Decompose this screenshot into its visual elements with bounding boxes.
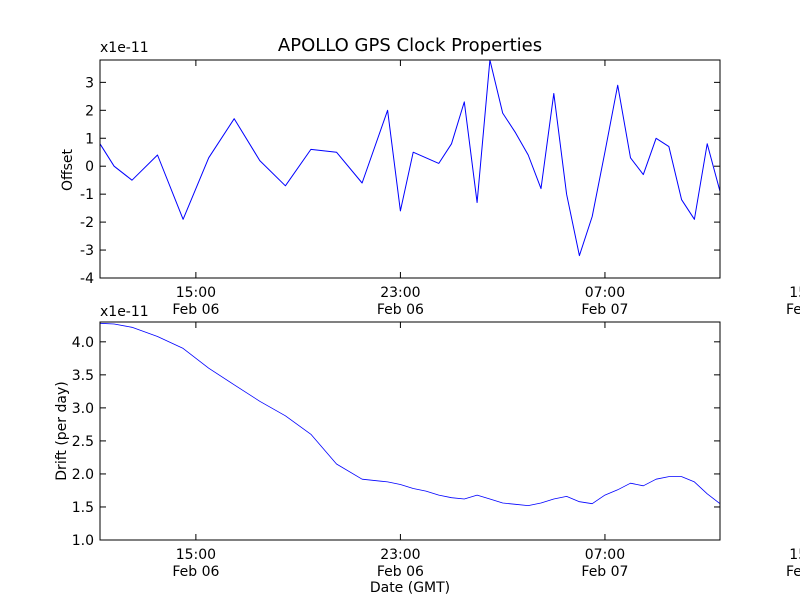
x-tick-label-date: Feb 07	[786, 564, 800, 580]
y-tick-label: 1.5	[72, 500, 94, 516]
drift-y-axis-label: Drift (per day)	[54, 381, 70, 480]
y-tick-label: 4.0	[72, 335, 94, 351]
y-tick-label: 3	[85, 75, 94, 91]
x-tick-label-date: Feb 06	[172, 302, 219, 318]
x-tick-label-time: 23:00	[380, 547, 420, 563]
drift-scale-label: x1e-11	[100, 304, 149, 320]
x-tick-label-date: Feb 07	[581, 302, 628, 318]
y-tick-label: 3.5	[72, 368, 94, 384]
offset-y-axis-label: Offset	[60, 148, 76, 191]
x-tick-label-date: Feb 06	[377, 564, 424, 580]
y-tick-label: -2	[80, 215, 94, 231]
offset-scale-label: x1e-11	[100, 40, 149, 56]
y-tick-label: -3	[80, 243, 94, 259]
y-tick-label: -1	[80, 187, 94, 203]
y-tick-label: 2.0	[72, 467, 94, 483]
y-tick-label: 1	[85, 131, 94, 147]
y-tick-label: 0	[85, 159, 94, 175]
x-tick-label-time: 15:00	[176, 285, 216, 301]
x-tick-label-date: Feb 06	[172, 564, 219, 580]
offset-plot-frame	[99, 59, 721, 279]
x-tick-label-time: 15:00	[176, 547, 216, 563]
y-tick-label: 1.0	[72, 533, 94, 549]
x-tick-label-date: Feb 06	[377, 302, 424, 318]
x-tick-label-time: 07:00	[585, 547, 625, 563]
y-tick-label: 3.0	[72, 401, 94, 417]
drift-series-line	[99, 322, 721, 507]
drift-plot-frame	[99, 321, 721, 541]
x-tick-label-time: 15:00	[789, 547, 800, 563]
x-tick-label-time: 07:00	[585, 285, 625, 301]
drift-panel: x1e-11 Drift (per day) 1.0 1.5 2.0 2.5 3.0 3.…	[54, 304, 800, 580]
x-axis-label: Date (GMT)	[370, 580, 450, 596]
y-tick-label: 2.5	[72, 434, 94, 450]
x-tick-label-time: 15:00	[789, 285, 800, 301]
chart-title: APOLLO GPS Clock Properties	[278, 35, 542, 56]
x-tick-label-time: 23:00	[380, 285, 420, 301]
y-tick-label: -4	[80, 271, 94, 287]
x-tick-label-date: Feb 07	[786, 302, 800, 318]
x-tick-label-date: Feb 07	[581, 564, 628, 580]
offset-series-line	[99, 59, 721, 257]
y-tick-label: 2	[85, 103, 94, 119]
